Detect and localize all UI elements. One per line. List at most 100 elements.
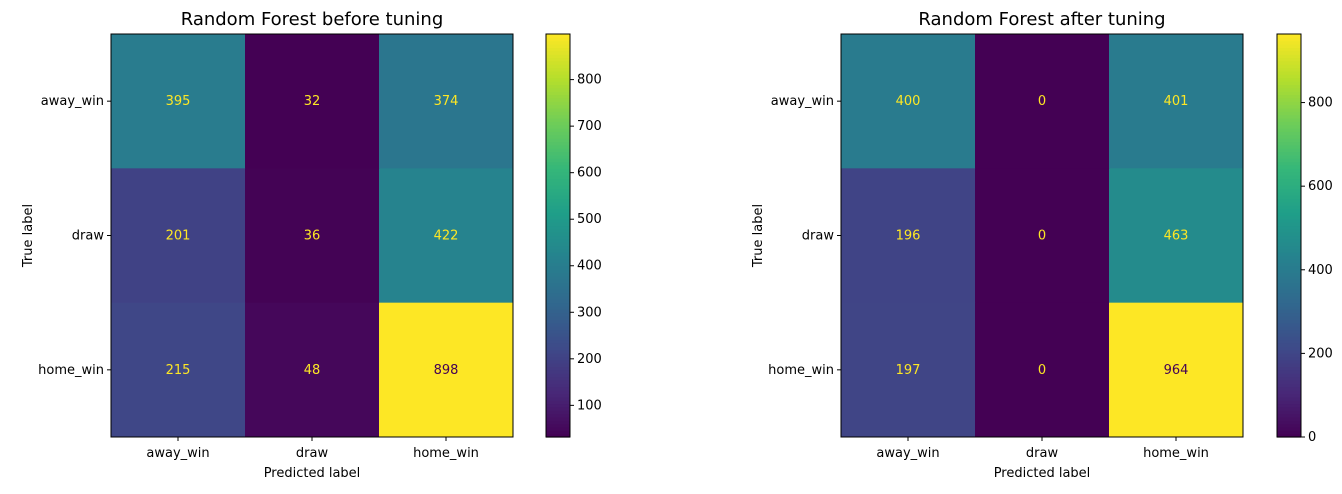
colorbar-segment <box>1277 94 1301 99</box>
colorbar-segment <box>546 91 570 96</box>
colorbar-segment <box>1277 349 1301 354</box>
heatmap-cell <box>1109 168 1244 304</box>
colorbar-tick-label: 600 <box>577 166 602 181</box>
colorbar-segment <box>1277 84 1301 89</box>
colorbar-segment <box>546 60 570 65</box>
x-tick-label: away_win <box>876 446 939 461</box>
colorbar-segment <box>1277 292 1301 297</box>
colorbar-segment <box>546 154 570 159</box>
colorbar-segment <box>546 389 570 394</box>
colorbar-segment <box>546 279 570 284</box>
colorbar-segment <box>546 181 570 186</box>
colorbar-segment <box>546 326 570 331</box>
colorbar-frame <box>545 33 571 438</box>
colorbar-segment <box>546 259 570 263</box>
colorbar-segment <box>1277 426 1301 431</box>
colorbar-segment <box>546 285 570 290</box>
colorbar-segment <box>1277 420 1301 425</box>
y-axis-label: True label <box>751 204 766 268</box>
heatmap-cell <box>1109 302 1244 438</box>
colorbar-segment <box>1277 87 1301 92</box>
colorbar-segment <box>1277 336 1301 341</box>
colorbar-segment <box>546 161 570 166</box>
colorbar-segment <box>546 218 570 223</box>
colorbar-segment <box>1277 316 1301 321</box>
colorbar-segment <box>1277 262 1301 267</box>
cell-value-label: 463 <box>1164 229 1189 244</box>
colorbar-segment <box>546 128 570 132</box>
colorbar-segment <box>1277 238 1301 243</box>
colorbar-segment <box>546 57 570 62</box>
colorbar-segment <box>546 336 570 341</box>
colorbar-segment <box>1277 319 1301 324</box>
colorbar-segment <box>1277 379 1301 384</box>
x-axis-label: Predicted label <box>994 466 1091 481</box>
colorbar-segment <box>1277 70 1301 75</box>
cell-value-label: 964 <box>1164 363 1189 378</box>
colorbar-tick-label: 400 <box>1308 263 1333 278</box>
colorbar-segment <box>1277 309 1301 314</box>
colorbar-segment <box>1277 164 1301 169</box>
colorbar-segment <box>1277 406 1301 411</box>
colorbar-segment <box>1277 282 1301 287</box>
colorbar-segment <box>546 329 570 334</box>
colorbar-segment <box>1277 400 1301 405</box>
colorbar-segment <box>1277 383 1301 388</box>
colorbar-segment <box>546 339 570 344</box>
colorbar-segment <box>546 265 570 270</box>
colorbar-segment <box>1277 393 1301 398</box>
colorbar-segment <box>1277 121 1301 126</box>
colorbar-segment <box>1277 218 1301 223</box>
colorbar-segment <box>546 164 570 169</box>
colorbar-segment <box>1277 74 1301 79</box>
colorbar-segment <box>1277 111 1301 116</box>
colorbar-tick-label: 700 <box>577 119 602 134</box>
colorbar-segment <box>546 141 570 146</box>
colorbar-segment <box>1277 245 1301 250</box>
colorbar-segment <box>1277 64 1301 69</box>
colorbar-segment <box>546 148 570 153</box>
colorbar-segment <box>1277 235 1301 240</box>
colorbar-segment <box>1277 329 1301 334</box>
colorbar-segment <box>546 363 570 368</box>
y-tick-label: draw <box>72 229 105 244</box>
colorbar-segment <box>1277 225 1301 230</box>
colorbar-segment <box>1277 211 1301 216</box>
colorbar-segment <box>1277 386 1301 391</box>
colorbar-segment <box>546 97 570 102</box>
colorbar-segment <box>1277 403 1301 408</box>
colorbar-segment <box>546 289 570 294</box>
colorbar-segment <box>1277 302 1301 307</box>
colorbar-segment <box>1277 322 1301 327</box>
colorbar-segment <box>1277 124 1301 129</box>
heatmap-cell <box>245 302 380 438</box>
colorbar-segment <box>1277 285 1301 290</box>
colorbar-segment <box>546 201 570 206</box>
colorbar-segment <box>1277 306 1301 310</box>
colorbar-segment <box>1277 359 1301 364</box>
colorbar-segment <box>1277 181 1301 186</box>
colorbar-segment <box>1277 342 1301 347</box>
colorbar-segment <box>1277 369 1301 374</box>
x-tick-label: draw <box>296 446 329 461</box>
colorbar-segment <box>1277 413 1301 418</box>
colorbar-segment <box>546 359 570 364</box>
colorbar-segment <box>1277 148 1301 153</box>
colorbar-segment <box>546 144 570 149</box>
colorbar-segment <box>1277 332 1301 337</box>
colorbar-segment <box>546 54 570 59</box>
colorbar-segment <box>546 255 570 260</box>
cell-value-label: 196 <box>896 229 921 244</box>
colorbar-segment <box>1277 416 1301 421</box>
colorbar-segment <box>546 195 570 200</box>
colorbar-segment <box>1277 141 1301 146</box>
cell-value-label: 898 <box>434 363 459 378</box>
colorbar-segment <box>546 373 570 378</box>
colorbar-segment <box>546 131 570 136</box>
colorbar-tick-label: 800 <box>577 73 602 88</box>
colorbar-segment <box>546 111 570 116</box>
colorbar-segment <box>546 117 570 122</box>
colorbar-segment <box>1277 232 1301 237</box>
colorbar-segment <box>546 309 570 314</box>
